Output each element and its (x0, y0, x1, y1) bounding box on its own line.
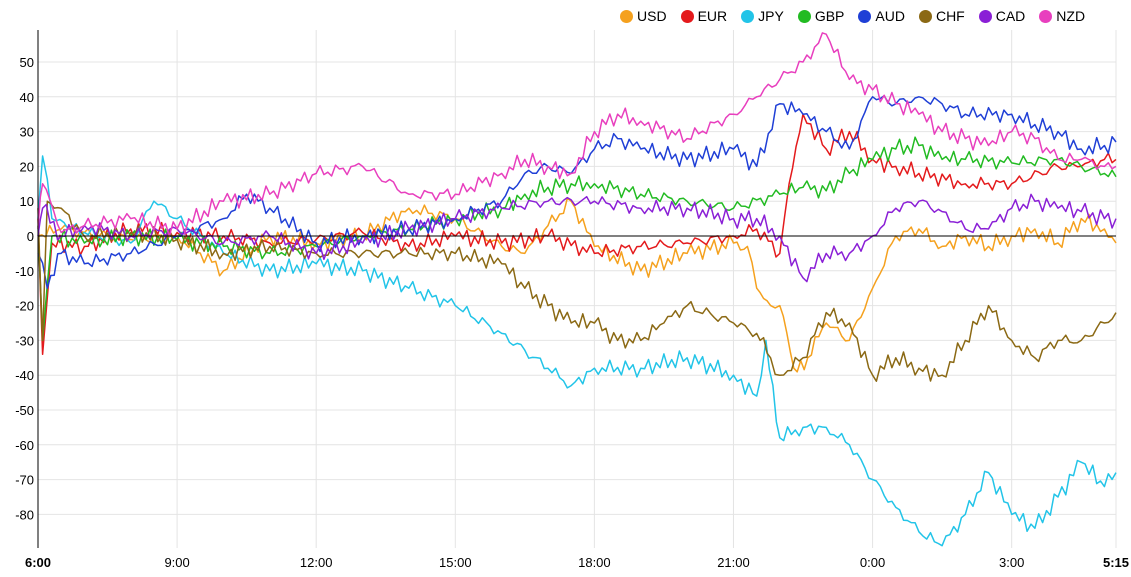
x-tick-label: 21:00 (717, 555, 750, 570)
x-tick-label: 5:15 (1103, 555, 1129, 570)
series-line-jpy (37, 155, 1117, 547)
y-tick-label: 40 (20, 90, 34, 105)
x-axis-tick-labels: 6:00 9:00 12:00 15:00 18:00 21:00 0:00 3:00 5:15 (25, 555, 1129, 570)
legend-label: CAD (995, 8, 1026, 24)
y-tick-label: -20 (15, 299, 34, 314)
x-tick-label: 6:00 (25, 555, 51, 570)
series-line-nzd (37, 32, 1117, 237)
y-tick-label: 0 (27, 229, 34, 244)
x-tick-label: 3:00 (999, 555, 1024, 570)
y-tick-label: 50 (20, 55, 34, 70)
y-tick-label: 30 (20, 125, 34, 140)
y-axis-tick-labels: 50 40 30 20 10 0 -10 -20 -30 -40 -50 -60 -70 -80 (15, 55, 34, 522)
legend-item-gbp[interactable]: GBP (797, 8, 845, 24)
legend-label: CHF (935, 8, 965, 24)
x-tick-label: 15:00 (439, 555, 472, 570)
series-lines (37, 32, 1117, 547)
x-tick-label: 0:00 (860, 555, 885, 570)
y-tick-label: -10 (15, 264, 34, 279)
x-tick-label: 18:00 (578, 555, 611, 570)
legend-item-cad[interactable]: CAD (978, 8, 1026, 24)
legend-dot-icon (797, 9, 811, 23)
series-line-chf (37, 200, 1117, 382)
chart-legend: USD EUR JPY GBP AUD CHF CAD NZD (620, 6, 1099, 26)
y-tick-label: -40 (15, 368, 34, 383)
legend-item-usd[interactable]: USD (620, 8, 667, 24)
legend-label: AUD (875, 8, 905, 24)
y-tick-label: 10 (20, 194, 34, 209)
y-tick-label: -60 (15, 438, 34, 453)
legend-item-jpy[interactable]: JPY (741, 8, 784, 24)
legend-dot-icon (858, 9, 872, 23)
y-tick-label: -30 (15, 333, 34, 348)
series-line-usd (37, 197, 1117, 373)
series-line-eur (37, 113, 1117, 356)
y-tick-label: -50 (15, 403, 34, 418)
x-tick-label: 12:00 (300, 555, 333, 570)
legend-label: USD (637, 8, 667, 24)
legend-label: NZD (1056, 8, 1086, 24)
y-tick-label: -70 (15, 473, 34, 488)
legend-item-chf[interactable]: CHF (918, 8, 965, 24)
legend-dot-icon (741, 9, 755, 23)
legend-label: GBP (814, 8, 845, 24)
legend-dot-icon (978, 9, 992, 23)
legend-item-nzd[interactable]: NZD (1039, 8, 1085, 24)
y-tick-label: -80 (15, 507, 34, 522)
legend-dot-icon (918, 9, 932, 23)
series-line-cad (37, 193, 1117, 283)
series-line-aud (37, 94, 1117, 289)
legend-label: JPY (758, 8, 784, 24)
x-tick-label: 9:00 (164, 555, 189, 570)
legend-label: EUR (697, 8, 728, 24)
y-tick-label: 20 (20, 159, 34, 174)
legend-dot-icon (680, 9, 694, 23)
legend-item-eur[interactable]: EUR (680, 8, 728, 24)
legend-dot-icon (1039, 9, 1053, 23)
legend-dot-icon (620, 9, 633, 23)
legend-item-aud[interactable]: AUD (858, 8, 905, 24)
